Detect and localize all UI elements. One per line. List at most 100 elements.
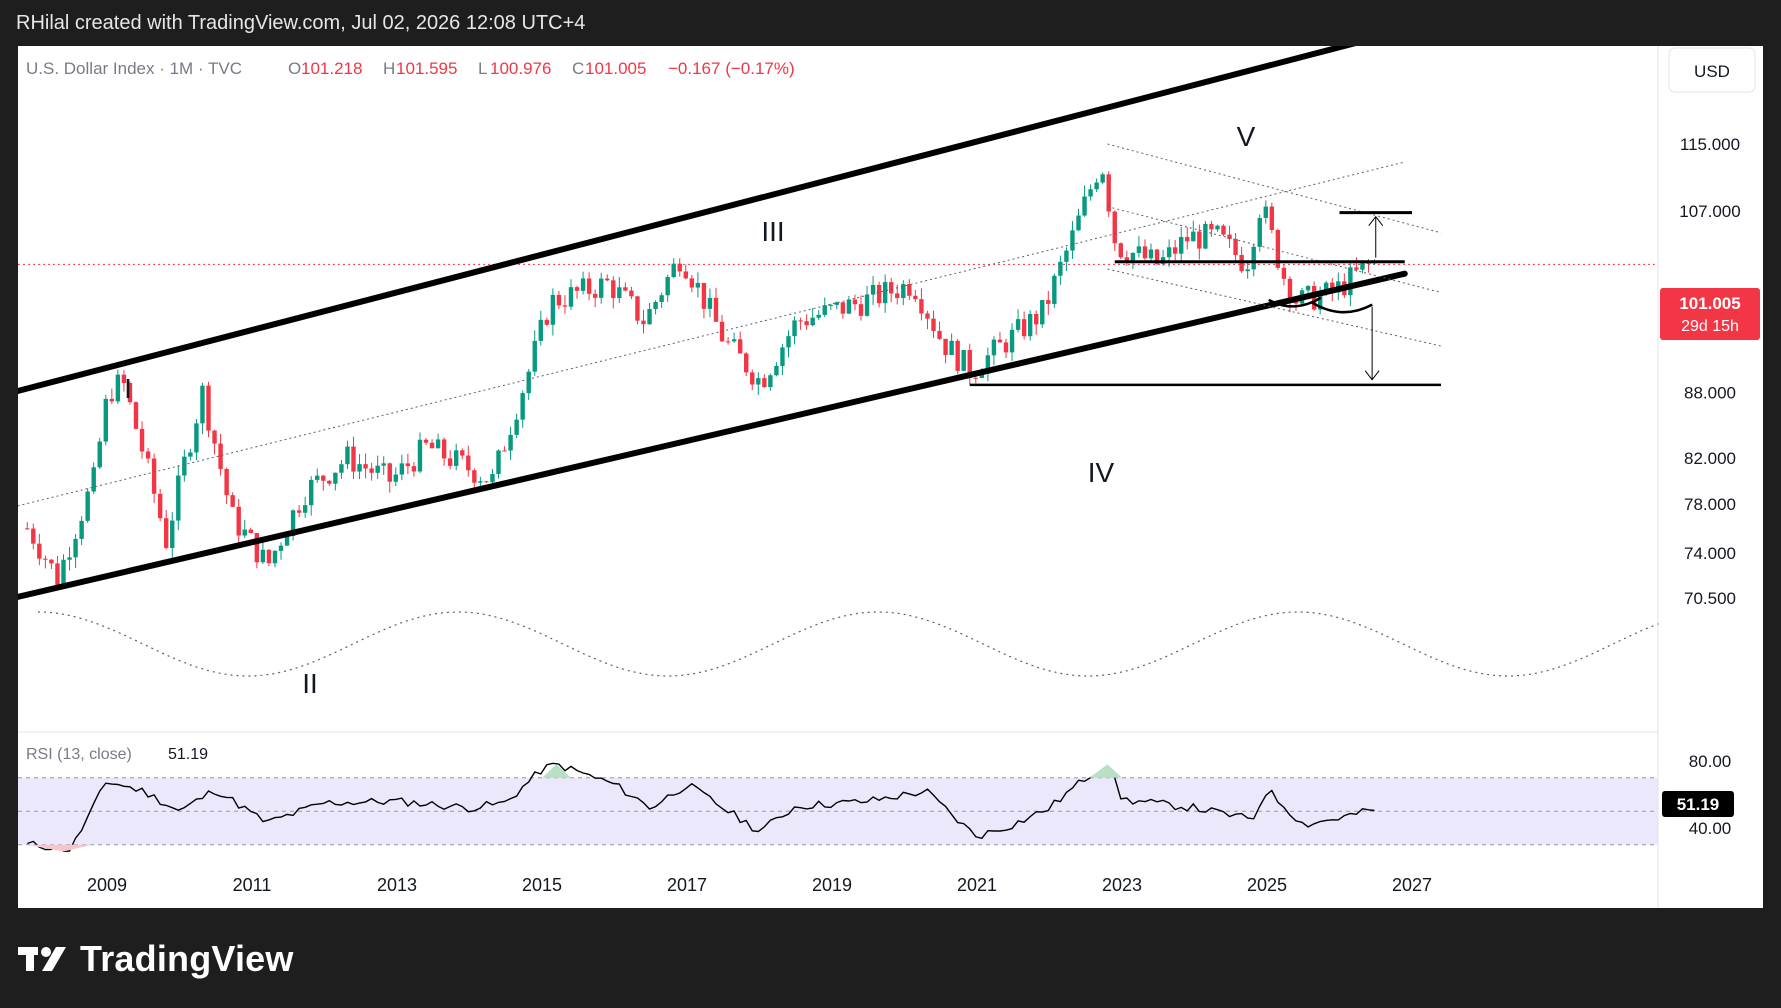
- candle-body: [1003, 342, 1009, 353]
- candle-body: [266, 549, 272, 564]
- candle-body: [617, 287, 622, 299]
- last-price-value: 101.005: [1679, 294, 1740, 313]
- downside-arrow-head: [1364, 370, 1380, 381]
- candle-body: [55, 563, 60, 586]
- candle-body: [580, 278, 586, 291]
- bottom-arc-right: [1311, 301, 1373, 314]
- rsi-value: 51.19: [168, 746, 208, 763]
- legend-open-value: 101.218: [301, 59, 362, 78]
- currency-button[interactable]: [1668, 47, 1756, 93]
- legend-symbol: U.S. Dollar Index · 1M · TVC: [26, 59, 242, 78]
- candle-body: [133, 402, 139, 429]
- candle-body: [1142, 246, 1148, 259]
- candle-body: [73, 538, 78, 558]
- candle-body: [441, 439, 447, 459]
- candle-body: [1094, 182, 1099, 190]
- candle-body: [375, 465, 380, 473]
- price-tick-label: 82.000: [1684, 449, 1736, 468]
- candle-body: [1317, 293, 1323, 310]
- candle-body: [913, 295, 918, 300]
- candle-body: [876, 284, 882, 304]
- candle-body: [985, 355, 991, 374]
- price-chart[interactable]: 115.000107.00094.00088.00082.00078.00074…: [9, 27, 1763, 908]
- candle-body: [1052, 275, 1057, 304]
- candle-body: [737, 339, 743, 354]
- candle-body: [538, 319, 543, 341]
- candle-body: [1112, 211, 1117, 244]
- candle-body: [176, 475, 181, 521]
- chart-caption-bar: RHilal created with TradingView.com, Jul…: [0, 0, 1781, 46]
- candle-body: [943, 338, 948, 356]
- candle-body: [97, 441, 102, 468]
- candle-body: [592, 293, 598, 298]
- candle-body: [502, 450, 507, 452]
- candle-body: [967, 349, 972, 378]
- candle-body: [550, 294, 556, 325]
- candle-body: [514, 419, 519, 435]
- candle-body: [151, 458, 157, 494]
- wave-label-1: I: [124, 373, 132, 404]
- candle-body: [1360, 262, 1365, 270]
- candle-body: [713, 297, 719, 322]
- candle-body: [949, 340, 954, 356]
- legend-high-prefix: H: [383, 59, 395, 78]
- rsi-overbought-fill: [542, 764, 571, 778]
- channel-lower-line[interactable]: [9, 270, 1408, 601]
- candle-body: [925, 313, 930, 319]
- candle-body: [49, 559, 54, 564]
- candle-body: [466, 455, 471, 471]
- candle-body: [840, 302, 846, 314]
- candle-body: [677, 263, 682, 272]
- candle-body: [357, 464, 362, 472]
- candle-body: [586, 278, 592, 294]
- candle-body: [290, 510, 296, 537]
- candle-body: [955, 340, 960, 371]
- candle-body: [780, 347, 785, 366]
- candle-body: [858, 304, 864, 316]
- candle-body: [725, 341, 731, 343]
- candle-body: [454, 450, 459, 466]
- candle-body: [302, 505, 308, 513]
- legend-change: −0.167 (−0.17%): [668, 59, 795, 78]
- price-tick-label: 78.000: [1684, 495, 1736, 514]
- candle-body: [460, 450, 465, 456]
- candle-body: [1040, 300, 1045, 325]
- candle-body: [1293, 301, 1299, 304]
- candle-body: [109, 398, 115, 402]
- wave-label-2: II: [302, 668, 318, 699]
- candle-body: [1166, 247, 1172, 258]
- rsi-oversold-fill: [27, 844, 93, 852]
- candle-body: [834, 302, 840, 305]
- candle-body: [1064, 250, 1069, 262]
- candle-body: [351, 446, 356, 472]
- candle-body: [435, 439, 441, 449]
- candle-body: [574, 287, 580, 291]
- x-tick-label: 2015: [522, 875, 562, 895]
- candle-body: [701, 282, 707, 309]
- candle-body: [1179, 237, 1184, 254]
- candle-body: [882, 282, 888, 304]
- legend-close-prefix: C: [572, 59, 584, 78]
- candle-body: [1058, 261, 1063, 276]
- candle-body: [103, 398, 108, 442]
- candle-body: [1269, 206, 1275, 230]
- x-tick-label: 2011: [233, 875, 272, 895]
- candle-body: [25, 528, 30, 530]
- candle-body: [756, 378, 761, 385]
- rsi-overbought-fill: [1089, 764, 1122, 778]
- candle-body: [472, 470, 477, 483]
- price-tick-label: 107.000: [1679, 202, 1740, 221]
- chart-panel[interactable]: 115.000107.00094.00088.00082.00078.00074…: [9, 27, 1763, 908]
- candle-body: [429, 442, 435, 449]
- channel-upper-line[interactable]: [9, 27, 1408, 396]
- candle-body: [230, 495, 235, 507]
- candle-body: [689, 278, 695, 288]
- candle-body: [43, 558, 48, 560]
- candle-body: [599, 278, 604, 298]
- candle-body: [345, 446, 350, 465]
- candle-body: [997, 339, 1003, 343]
- candle-body: [157, 493, 163, 519]
- rsi-tick-label: 40.00: [1689, 819, 1732, 838]
- candle-body: [393, 474, 398, 482]
- candle-body: [659, 295, 664, 303]
